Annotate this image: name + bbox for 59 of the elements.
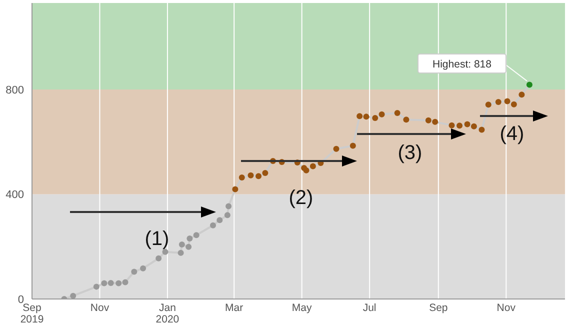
point: [262, 170, 268, 176]
point: [333, 146, 340, 152]
point: [510, 101, 517, 108]
point: [210, 222, 216, 228]
point: [256, 173, 262, 180]
point: [526, 82, 532, 88]
point: [216, 217, 223, 224]
point: [226, 203, 232, 210]
point: [504, 98, 510, 104]
point: [122, 279, 128, 286]
point: [156, 255, 162, 262]
point: [70, 292, 76, 299]
point: [448, 122, 455, 128]
point: [425, 117, 432, 124]
point: [432, 118, 438, 125]
point: [116, 280, 122, 286]
point: [363, 114, 370, 120]
point: [224, 212, 230, 218]
point: [518, 92, 525, 98]
point: [372, 114, 378, 121]
annotation: (1): [144, 228, 170, 250]
point: [464, 121, 470, 128]
point: [193, 232, 200, 238]
x-tick-label: Jan 2020: [156, 302, 180, 326]
point: [232, 186, 238, 192]
y-tick-label: 400: [6, 189, 24, 202]
point: [350, 142, 356, 149]
point: [403, 116, 410, 123]
point: [456, 122, 463, 129]
x-tick-label: Nov: [496, 302, 516, 314]
point: [378, 111, 385, 118]
point: [478, 126, 485, 133]
point: [178, 242, 185, 248]
point: [140, 265, 146, 272]
point: [248, 172, 254, 178]
point: [356, 113, 363, 120]
point: [485, 102, 492, 108]
x-tick-label: Jul: [362, 302, 376, 314]
point: [238, 174, 245, 180]
point: [186, 235, 193, 242]
point: [394, 110, 400, 116]
x-tick-label: May: [292, 302, 312, 314]
point: [310, 163, 316, 170]
point: [93, 284, 100, 290]
annotation: (4): [500, 123, 524, 145]
point: [178, 250, 184, 256]
annotation: Highest: 818: [432, 58, 492, 70]
x-tick-label: Nov: [90, 302, 110, 314]
point: [186, 244, 192, 250]
point: [470, 123, 477, 130]
point: [101, 280, 108, 286]
annotation: (2): [288, 187, 314, 209]
x-tick-label: Mar: [225, 302, 244, 314]
point: [108, 280, 114, 286]
point: [131, 268, 138, 275]
x-tick-label: Sep: [429, 302, 448, 314]
point: [495, 99, 502, 106]
annotation: (3): [398, 142, 422, 164]
y-tick-label: 800: [6, 84, 24, 96]
